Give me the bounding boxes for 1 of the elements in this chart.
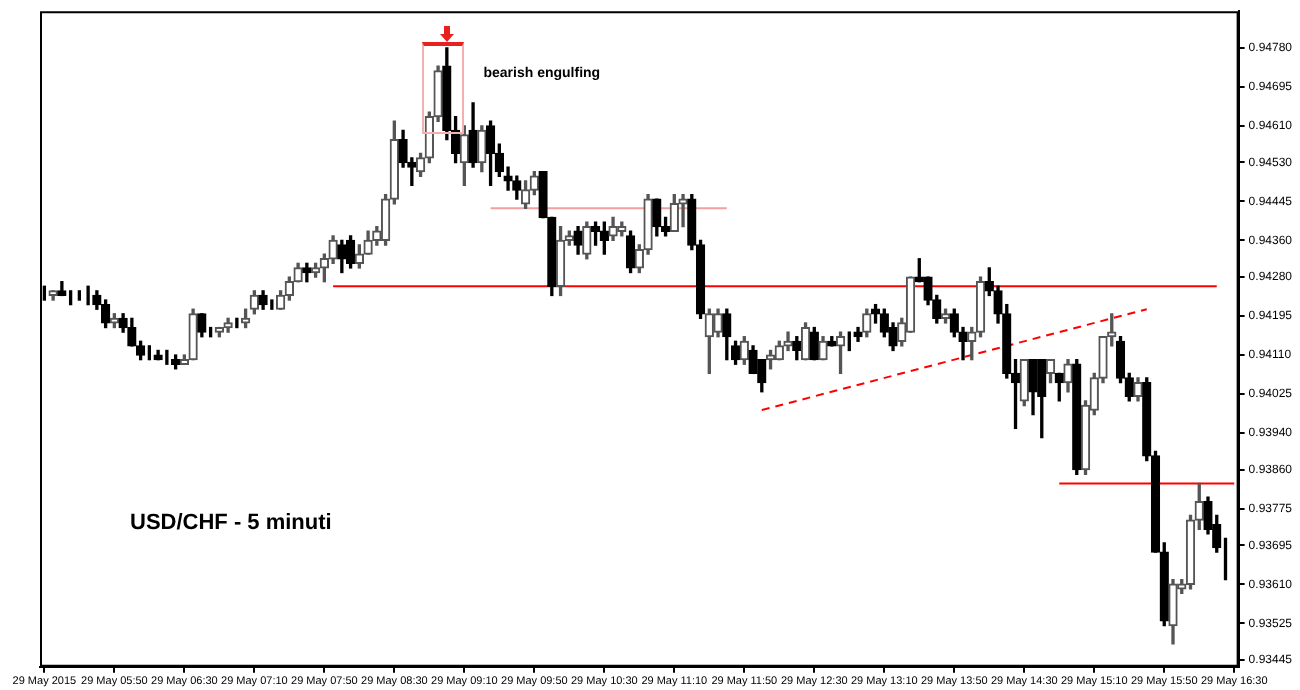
text: USD/CHF - 5 minuti bbox=[130, 510, 332, 535]
